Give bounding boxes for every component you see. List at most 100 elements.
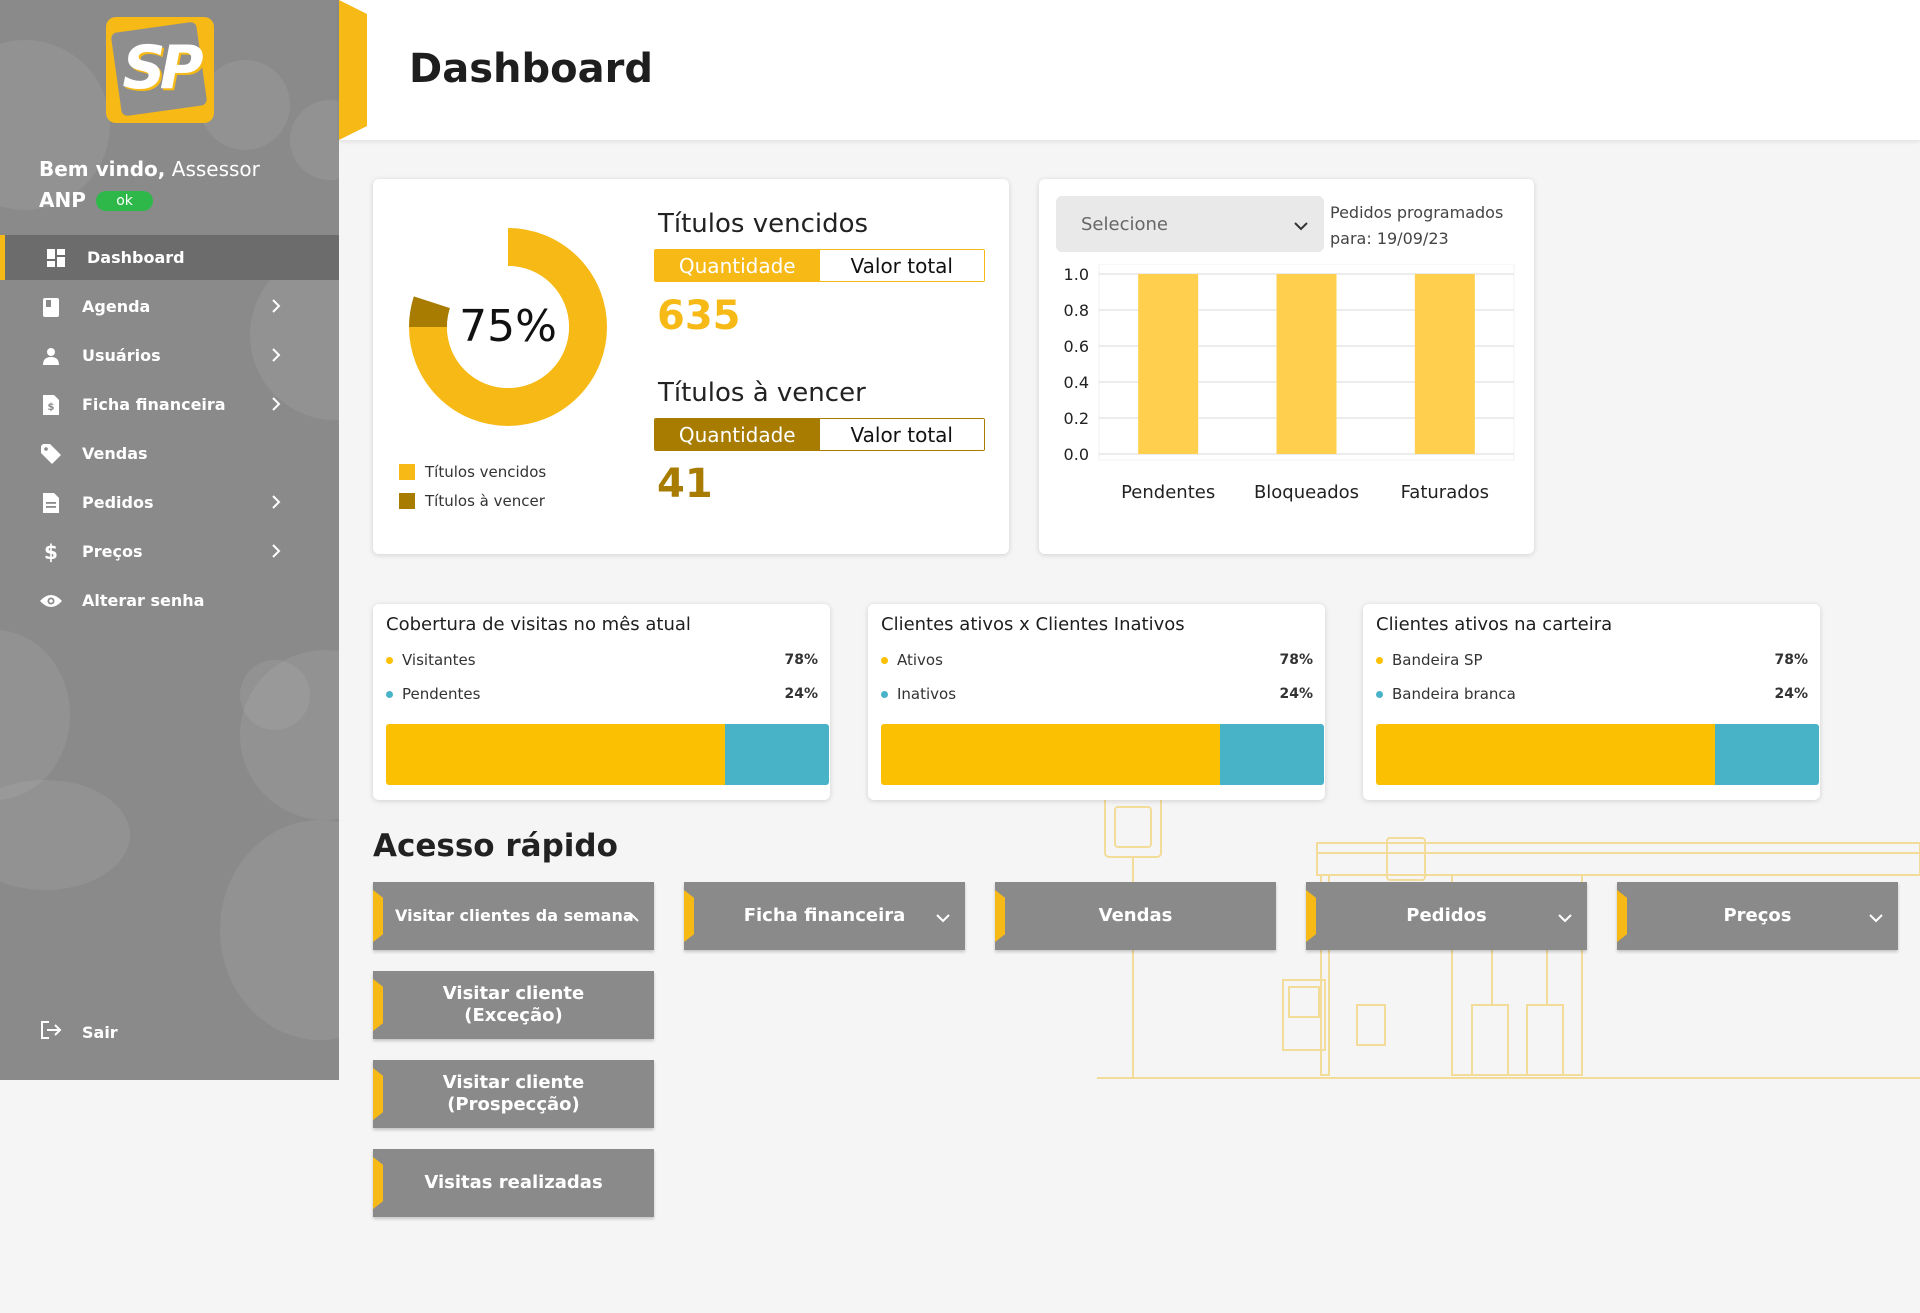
stat-pct: 24% [1279,686,1313,702]
sidebar-item-precos[interactable]: $ Preços [0,529,339,574]
button-label-line: (Prospecção) [447,1094,580,1115]
quick-ficha-financeira-button[interactable]: Ficha financeira [684,882,965,950]
stat-card-carteira: Clientes ativos na carteira Bandeira SP 7… [1363,604,1820,800]
stat-bar-segment-a [1376,724,1715,785]
a-vencer-quantidade-tab[interactable]: Quantidade [655,419,820,450]
vencidos-quantidade-tab[interactable]: Quantidade [655,250,820,281]
chevron-right-icon [270,541,282,565]
user-icon [40,345,62,367]
user-org: ANP [39,188,86,212]
y-tick-label: 1.0 [1064,265,1089,284]
sidebar-item-label: Alterar senha [82,591,205,610]
stat-row-b: Bandeira branca 24% [1376,683,1808,705]
sidebar-item-label: Agenda [82,297,151,316]
stat-row-a: Bandeira SP 78% [1376,649,1808,671]
quick-visitar-clientes-semana-button[interactable]: Visitar clientes da semana [373,882,654,950]
sidebar-item-agenda[interactable]: Agenda [0,284,339,329]
svg-text:$: $ [48,402,55,413]
stat-bar-segment-b [724,724,829,785]
stat-label: Bandeira branca [1392,685,1516,703]
vencidos-toggle: Quantidade Valor total [654,249,985,282]
sidebar-item-alterar-senha[interactable]: Alterar senha [0,578,339,623]
sidebar-item-label: Preços [82,542,143,561]
stat-row-a: Ativos 78% [881,649,1313,671]
sidebar-item-usuarios[interactable]: Usuários [0,333,339,378]
sidebar-nav: Dashboard Agenda Usuários $ Ficha financ… [0,235,339,627]
donut-hole [447,266,569,388]
quick-vendas-button[interactable]: Vendas [995,882,1276,950]
page-title: Dashboard [409,46,653,92]
invoice-icon: $ [40,394,62,416]
sidebar-item-dashboard[interactable]: Dashboard [0,235,339,280]
button-label: Ficha financeira [743,905,906,926]
button-label: Visitar clientes da semana [395,906,634,925]
page-header: Dashboard [339,0,1920,140]
vencidos-value: 635 [657,293,741,339]
button-label: Visitar cliente (Exceção) [443,983,584,1027]
logout-icon [40,1020,62,1044]
logout-button[interactable]: Sair [40,1020,118,1044]
legend-dot [1376,690,1383,698]
button-label: Vendas [1098,905,1173,926]
welcome-prefix: Bem vindo, [39,157,166,181]
sidebar-item-pedidos[interactable]: Pedidos [0,480,339,525]
sidebar-item-vendas[interactable]: Vendas [0,431,339,476]
y-tick-label: 0.2 [1064,409,1089,428]
stat-label: Pendentes [402,685,481,703]
legend-label: Títulos vencidos [425,462,547,481]
note-line: Pedidos programados [1330,203,1504,222]
button-label-line: Visitar cliente [442,983,585,1004]
chevron-right-icon [270,296,282,320]
vencidos-valor-tab[interactable]: Valor total [819,250,984,281]
logo-text: SP [122,33,203,103]
stat-label: Visitantes [402,651,476,669]
welcome-message: Bem vindo, Assessor ANP ok [39,154,260,216]
submenu-visitar-cliente-excecao-button[interactable]: Visitar cliente (Exceção) [373,971,654,1039]
stat-stacked-bar [1376,724,1819,785]
submenu-visitas-realizadas-button[interactable]: Visitas realizadas [373,1149,654,1217]
bar-faturados [1414,274,1475,454]
orders-chart-card: Selecione Pedidos programados para: 19/0… [1039,179,1534,554]
a-vencer-valor-tab[interactable]: Valor total [819,419,984,450]
bar-bloqueados [1276,274,1337,454]
stat-row-b: Pendentes 24% [386,683,818,705]
chevron-down-icon [935,908,951,930]
x-tick-label: Faturados [1401,482,1489,503]
stat-row-b: Inativos 24% [881,683,1313,705]
stat-pct: 24% [784,686,818,702]
header-accent [339,0,367,140]
stat-row-a: Visitantes 78% [386,649,818,671]
background-bubble [220,820,339,1040]
quick-precos-button[interactable]: Preços [1617,882,1898,950]
chevron-down-icon [1868,908,1884,930]
stat-card-visitas: Cobertura de visitas no mês atual Visita… [373,604,830,800]
sidebar-item-ficha-financeira[interactable]: $ Ficha financeira [0,382,339,427]
stat-bar-segment-b [1219,724,1324,785]
sidebar-item-label: Usuários [82,346,161,365]
stat-bar-segment-a [881,724,1220,785]
y-tick-label: 0.4 [1064,373,1089,392]
legend-item: Títulos vencidos [399,457,546,486]
sp-logo: SP [106,17,214,123]
legend-dot [881,656,888,664]
sidebar-item-label: Ficha financeira [82,395,226,414]
chevron-right-icon [270,394,282,418]
document-icon [40,492,62,514]
stat-stacked-bar [386,724,829,785]
y-tick-label: 0.6 [1064,337,1089,356]
eye-icon [40,590,62,612]
titles-donut-chart: 75% [409,228,607,426]
dollar-icon: $ [40,541,62,563]
book-icon [40,296,62,318]
donut-slice-a-vencer [409,296,451,328]
button-label: Pedidos [1406,905,1487,926]
bar-pendentes [1138,274,1199,454]
chevron-down-icon [1293,216,1309,237]
submenu-visitar-cliente-prospeccao-button[interactable]: Visitar cliente (Prospecção) [373,1060,654,1128]
period-select[interactable]: Selecione [1056,196,1324,252]
stat-label: Bandeira SP [1392,651,1483,669]
x-tick-label: Bloqueados [1254,482,1359,503]
stat-bar-segment-b [1714,724,1819,785]
quick-pedidos-button[interactable]: Pedidos [1306,882,1587,950]
dashboard-icon [45,247,67,269]
